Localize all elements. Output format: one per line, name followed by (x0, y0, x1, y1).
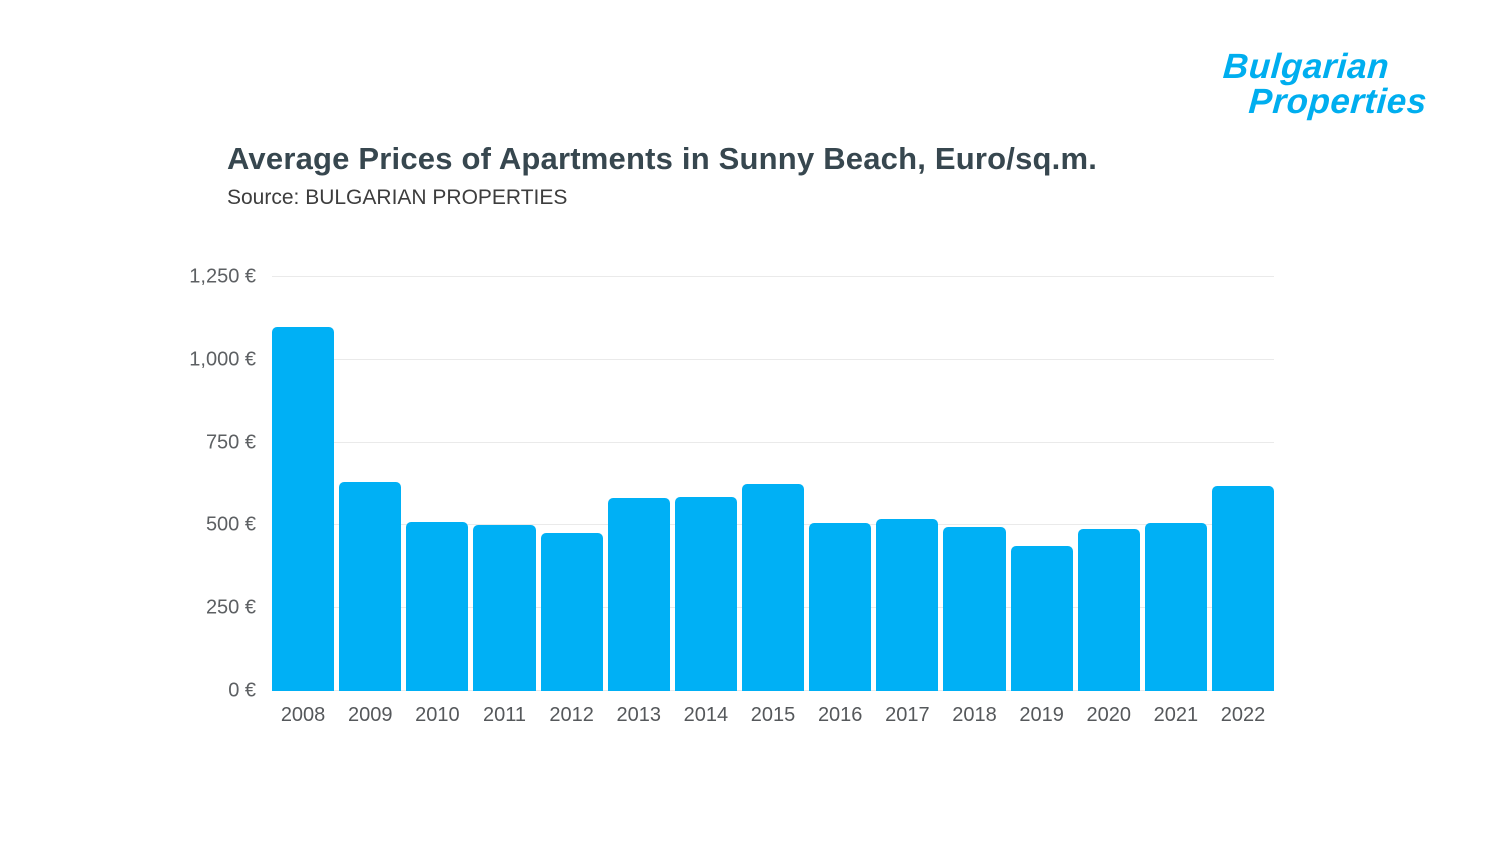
xtick-label-2010: 2010 (415, 704, 460, 726)
bar-2010 (406, 522, 469, 691)
xtick-label-2009: 2009 (347, 704, 393, 726)
bar-2014 (674, 497, 737, 691)
xtick-label-2015: 2015 (750, 704, 796, 726)
ytick-label-1250: 1,250 € (189, 265, 256, 288)
xtick-label-2021: 2021 (1153, 704, 1199, 726)
ytick-label-1000: 1,000 € (189, 348, 256, 371)
ytick-label-750: 750 € (205, 431, 256, 454)
chart-source: Source: BULGARIAN PROPERTIES (227, 186, 568, 209)
ytick-label-0: 0 € (228, 679, 256, 702)
bar-2018 (943, 527, 1006, 691)
bar-2012 (540, 532, 603, 691)
xtick-label-2008: 2008 (280, 704, 326, 726)
xaxis-labels: 2008 2009 2010 2011 2012 2013 2014 2015 2016 2017… (272, 704, 1274, 727)
bar-2011 (473, 525, 536, 691)
bar-2021 (1144, 522, 1207, 691)
xtick-label-2020: 2020 (1086, 704, 1132, 726)
xtick-label-2019: 2019 (1019, 704, 1064, 726)
xtick-label-2022: 2022 (1220, 704, 1266, 726)
ytick-label-500: 500 € (205, 513, 256, 536)
xtick-label-2016: 2016 (817, 704, 863, 726)
bar-2009 (339, 482, 402, 691)
xtick-label-2014: 2014 (683, 704, 729, 726)
gridline-750 (272, 441, 1274, 443)
bulgarian-properties-logo: Bulgarian Properties (1219, 47, 1430, 122)
bars-row (272, 277, 1275, 691)
bar-2022 (1211, 485, 1275, 691)
xtick-label-2017: 2017 (885, 704, 930, 726)
ytick-label-250: 250 € (205, 596, 256, 619)
chart-title: Average Prices of Apartments in Sunny Be… (227, 141, 1098, 176)
bar-2015 (741, 484, 805, 691)
gridline-1250 (272, 276, 1274, 277)
logo-text-line2: Properties (1247, 82, 1429, 122)
bar-2013 (607, 497, 670, 691)
logo-text-line1: Bulgarian (1221, 47, 1391, 86)
bar-2016 (809, 522, 872, 691)
gridline-1000 (272, 358, 1274, 360)
xtick-label-2018: 2018 (952, 704, 997, 726)
xtick-label-2011: 2011 (482, 704, 526, 726)
bar-2017 (876, 518, 939, 691)
xtick-label-2013: 2013 (616, 704, 662, 726)
xtick-label-2012: 2012 (549, 704, 594, 726)
bar-2008 (272, 326, 335, 691)
bar-2019 (1010, 545, 1073, 691)
bar-2020 (1077, 528, 1140, 691)
plot-area: 2008 2009 2010 2011 2012 2013 2014 2015 2016 2017… (189, 266, 1275, 726)
